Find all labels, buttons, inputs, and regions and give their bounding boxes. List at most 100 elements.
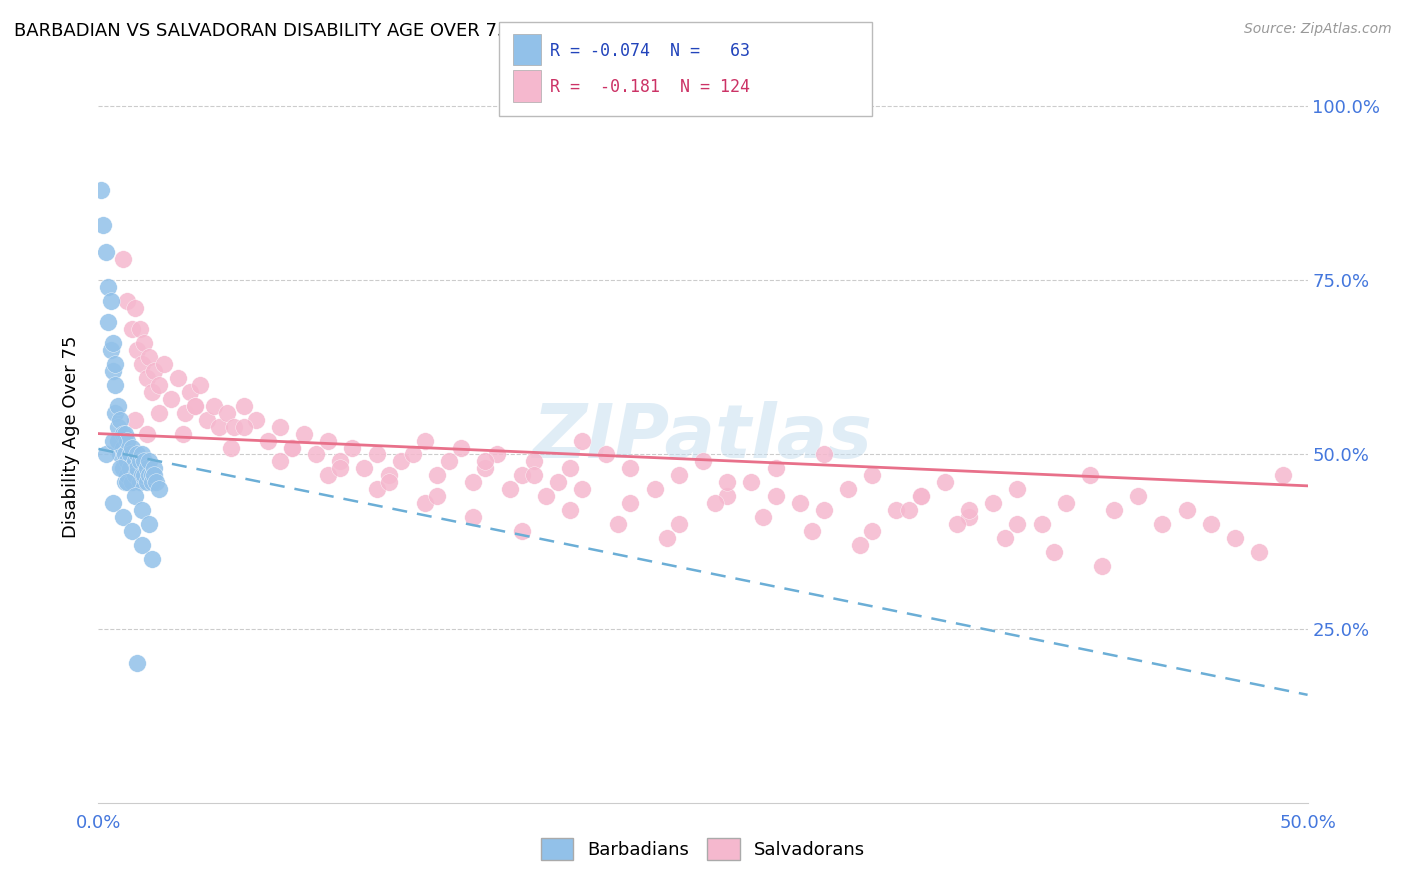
Point: [1054, 496, 1077, 510]
Point: [377, 475, 399, 490]
Point: [204, 399, 226, 413]
Point: [114, 475, 136, 490]
Point: [860, 524, 883, 538]
Point: [463, 510, 485, 524]
Point: [281, 441, 304, 455]
Point: [124, 489, 146, 503]
Point: [1152, 517, 1174, 532]
Point: [121, 475, 143, 490]
Point: [100, 294, 122, 309]
Point: [426, 468, 449, 483]
Point: [450, 441, 472, 455]
Point: [366, 448, 388, 462]
Point: [167, 371, 190, 385]
Point: [104, 377, 127, 392]
Point: [148, 406, 170, 420]
Point: [1007, 483, 1029, 497]
Point: [90, 183, 112, 197]
Point: [143, 468, 166, 483]
Point: [118, 461, 141, 475]
Point: [128, 322, 150, 336]
Point: [437, 454, 460, 468]
Point: [141, 384, 163, 399]
Point: [121, 524, 143, 538]
Point: [644, 483, 666, 497]
Point: [111, 426, 134, 441]
Point: [222, 419, 245, 434]
Point: [353, 461, 375, 475]
Point: [138, 468, 160, 483]
Point: [104, 357, 127, 371]
Point: [121, 441, 143, 455]
Point: [145, 475, 167, 490]
Point: [897, 503, 920, 517]
Point: [704, 496, 727, 510]
Point: [886, 503, 908, 517]
Point: [740, 475, 762, 490]
Point: [138, 454, 160, 468]
Point: [117, 468, 139, 483]
Point: [523, 468, 546, 483]
Point: [1272, 468, 1295, 483]
Point: [101, 496, 124, 510]
Point: [117, 434, 139, 448]
Point: [1031, 517, 1053, 532]
Point: [121, 322, 143, 336]
Point: [148, 377, 170, 392]
Point: [934, 475, 956, 490]
Point: [413, 496, 436, 510]
Point: [97, 280, 120, 294]
Point: [135, 475, 157, 490]
Point: [184, 399, 207, 413]
Point: [619, 461, 641, 475]
Point: [547, 475, 569, 490]
Point: [104, 406, 127, 420]
Point: [463, 475, 485, 490]
Point: [534, 489, 557, 503]
Point: [316, 434, 339, 448]
Point: [1223, 531, 1246, 545]
Point: [141, 468, 163, 483]
Text: R = -0.074  N =   63: R = -0.074 N = 63: [550, 42, 749, 60]
Point: [138, 350, 160, 364]
Point: [800, 524, 823, 538]
Point: [1175, 503, 1198, 517]
Point: [910, 489, 932, 503]
Point: [184, 399, 207, 413]
Point: [111, 252, 134, 267]
Point: [111, 510, 134, 524]
Point: [208, 419, 231, 434]
Point: [108, 412, 131, 426]
Point: [127, 448, 149, 462]
Point: [510, 524, 533, 538]
Point: [981, 496, 1004, 510]
Point: [174, 406, 197, 420]
Point: [269, 419, 291, 434]
Point: [108, 448, 131, 462]
Point: [141, 475, 163, 490]
Point: [329, 454, 352, 468]
Point: [994, 531, 1017, 545]
Point: [143, 461, 166, 475]
Point: [131, 357, 153, 371]
Point: [188, 377, 211, 392]
Point: [510, 468, 533, 483]
Point: [668, 517, 690, 532]
Point: [269, 454, 291, 468]
Text: ZIPatlas: ZIPatlas: [533, 401, 873, 474]
Point: [131, 503, 153, 517]
Point: [107, 419, 129, 434]
Point: [124, 412, 146, 426]
Point: [135, 461, 157, 475]
Point: [716, 475, 738, 490]
Point: [152, 357, 174, 371]
Point: [607, 517, 630, 532]
Point: [860, 468, 883, 483]
Point: [195, 412, 218, 426]
Point: [413, 434, 436, 448]
Point: [131, 468, 153, 483]
Point: [389, 454, 412, 468]
Point: [131, 538, 153, 552]
Point: [128, 454, 150, 468]
Point: [111, 461, 134, 475]
